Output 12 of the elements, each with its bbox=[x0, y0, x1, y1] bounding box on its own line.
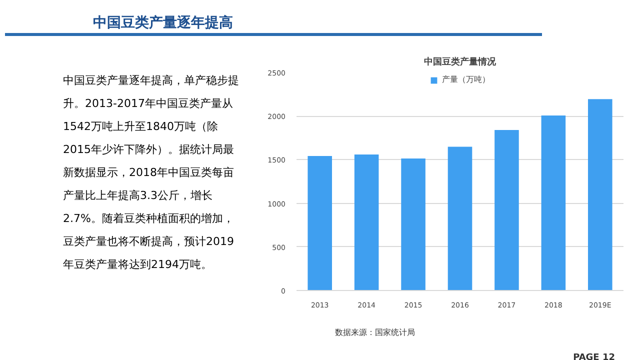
bar bbox=[494, 130, 519, 290]
legend-label: 产量（万吨） bbox=[442, 74, 490, 85]
chart-title: 中国豆类产量情况 bbox=[424, 56, 497, 68]
text: 中国豆类产量逐年提高，单产稳步提升。2013-2017年中国豆类产量从1542万吨上升至1840万吨（除2015年少许下降外）。据统计局最新数据显示，2018年中国豆类每亩产量比上年提高3.3公斤，增长2.7%。随着豆类种植面积的增加，豆类产量也将不断提高，预计2019年豆类产量将达到2194万吨。 bbox=[63, 74, 239, 271]
bar bbox=[448, 146, 472, 290]
bar bbox=[541, 115, 566, 290]
bar bbox=[401, 158, 426, 290]
source-note: 数据来源：国家统计局 bbox=[335, 327, 416, 338]
bar bbox=[354, 154, 379, 290]
bar bbox=[588, 99, 612, 290]
bar bbox=[308, 156, 332, 290]
text: 中国豆类产量逐年提高 bbox=[5, 5, 542, 36]
